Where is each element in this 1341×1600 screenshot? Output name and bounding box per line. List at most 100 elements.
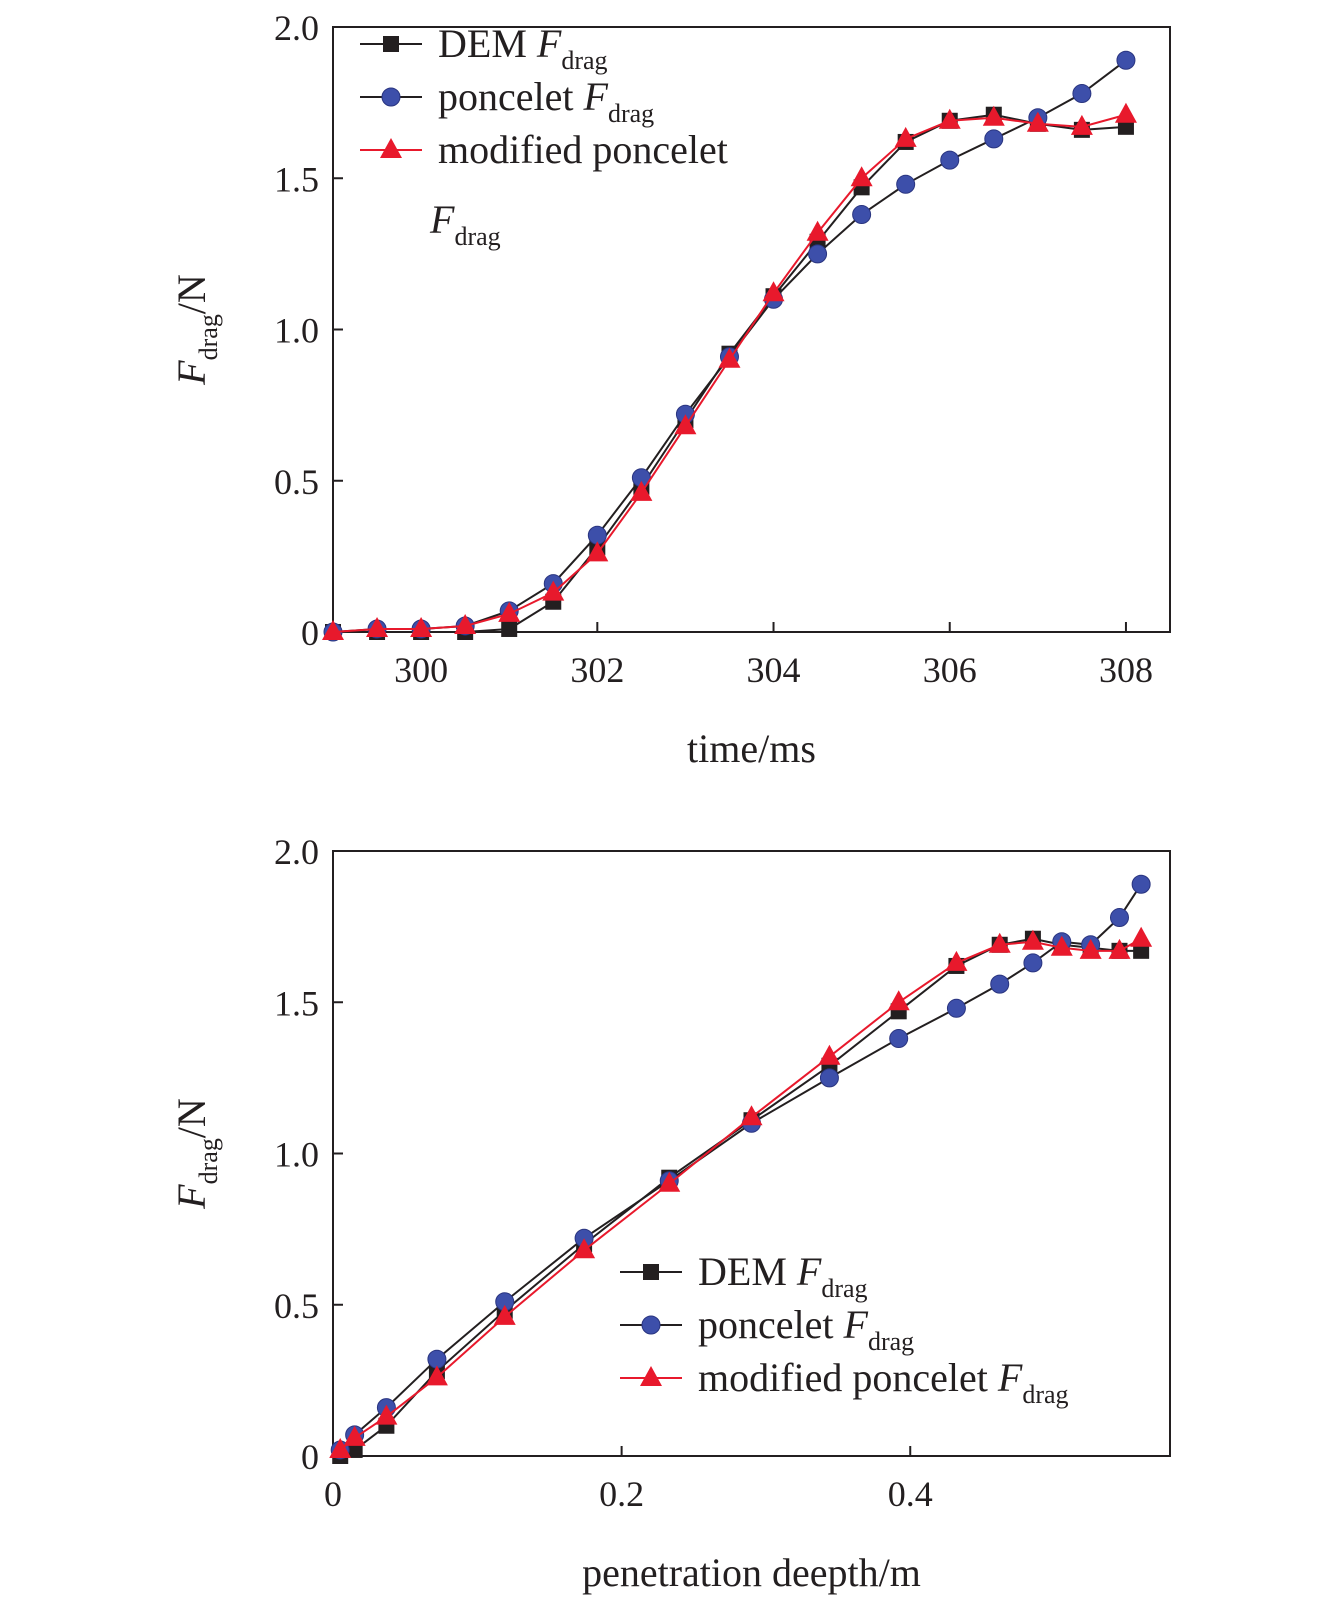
- legend-marker: [641, 1315, 661, 1335]
- legend-label-sub: drag: [868, 1327, 914, 1356]
- data-point: [818, 1044, 841, 1065]
- data-point: [990, 974, 1010, 994]
- data-point: [982, 105, 1005, 126]
- x-tick-label: 306: [923, 650, 977, 690]
- data-point: [425, 1365, 448, 1386]
- chart-panel-2: 0 0.2 0.4 0 0.5 1.0 1.5 2.0 penetration deepth/m…: [169, 832, 1171, 1595]
- data-point: [674, 414, 697, 435]
- legend-label: modified poncelet: [438, 127, 728, 172]
- legend-label: poncelet Fdrag: [438, 74, 654, 128]
- legend-label-main: DEM: [698, 1249, 797, 1294]
- data-point: [740, 1105, 763, 1126]
- data-point: [887, 990, 910, 1011]
- data-point: [1021, 929, 1044, 950]
- data-point: [945, 950, 968, 971]
- series-triangle: [322, 102, 1137, 640]
- data-point: [343, 1425, 366, 1446]
- y-tick-label: 0: [301, 1437, 319, 1477]
- x-tick-label: 302: [570, 650, 624, 690]
- legend-marker: [380, 138, 402, 158]
- data-point: [375, 1404, 398, 1425]
- legend-label-sub: drag: [821, 1274, 867, 1303]
- data-point: [586, 541, 609, 562]
- legend-label-main: DEM: [438, 21, 537, 66]
- data-point: [329, 1437, 352, 1458]
- y-tick-label: 0: [301, 613, 319, 653]
- x-tick-label: 300: [394, 650, 448, 690]
- x-axis-title: penetration deepth/m: [582, 1550, 921, 1595]
- legend-label-main: poncelet: [698, 1302, 844, 1347]
- data-point: [658, 1171, 681, 1192]
- legend-label-italic: F: [536, 21, 562, 66]
- data-point: [1131, 874, 1151, 894]
- data-point: [896, 174, 916, 194]
- data-point: [984, 129, 1004, 149]
- data-point: [819, 1068, 839, 1088]
- data-point: [454, 613, 477, 634]
- y-tick-label: 0.5: [274, 462, 319, 502]
- data-point: [852, 205, 872, 225]
- data-point: [1026, 111, 1049, 132]
- data-point: [850, 166, 873, 187]
- legend-label-italic: F: [843, 1302, 869, 1347]
- legend-label-italic: F: [583, 74, 609, 119]
- x-tick-label: 0.2: [599, 1474, 644, 1514]
- data-point: [1130, 926, 1153, 947]
- y-tick-label: 1.5: [274, 983, 319, 1023]
- legend-label: DEM Fdrag: [698, 1249, 868, 1303]
- data-point: [718, 347, 741, 368]
- data-point: [1072, 84, 1092, 104]
- y-tick-label: 2.0: [274, 832, 319, 872]
- data-point: [322, 620, 344, 640]
- legend-label: poncelet Fdrag: [698, 1302, 914, 1356]
- legend-label-italic: F: [997, 1355, 1023, 1400]
- legend-marker: [383, 36, 399, 52]
- x-tick-label: 304: [747, 650, 801, 690]
- series-line: [333, 113, 1127, 633]
- legend-marker: [381, 87, 401, 107]
- y-tick-label: 1.0: [274, 311, 319, 351]
- y-tick-label: 1.5: [274, 159, 319, 199]
- series-line: [332, 113, 1127, 633]
- series-square: [325, 106, 1134, 640]
- legend-label: DEM Fdrag: [438, 21, 608, 75]
- data-point: [946, 998, 966, 1018]
- y-tick-label: 1.0: [274, 1135, 319, 1175]
- data-point: [498, 601, 521, 622]
- x-tick-label: 308: [1099, 650, 1153, 690]
- legend-label-italic: F: [429, 197, 455, 242]
- data-point: [542, 580, 565, 601]
- data-point: [938, 108, 961, 129]
- data-point: [808, 244, 828, 264]
- data-point: [1117, 118, 1134, 135]
- data-point: [1050, 935, 1073, 956]
- data-point: [630, 480, 653, 501]
- legend-label-main: poncelet: [438, 74, 584, 119]
- y-axis-title-main: F: [169, 1184, 214, 1210]
- y-axis-title: Fdrag/N: [169, 1098, 223, 1210]
- y-axis-title-sub: drag: [194, 314, 223, 360]
- x-tick-label: 0.4: [888, 1474, 933, 1514]
- series-triangle: [329, 926, 1153, 1458]
- legend-marker: [643, 1264, 659, 1280]
- data-point: [573, 1238, 596, 1259]
- data-point: [940, 150, 960, 170]
- data-point: [1070, 114, 1093, 135]
- data-point: [988, 932, 1011, 953]
- y-axis-title: Fdrag/N: [169, 274, 223, 386]
- data-point: [1023, 953, 1043, 973]
- y-axis-title-unit: /N: [169, 1098, 214, 1138]
- legend-label-sub: drag: [608, 99, 654, 128]
- legend-label-sub: drag: [1022, 1380, 1068, 1409]
- y-axis-title-main: F: [169, 360, 214, 386]
- y-axis-title-unit: /N: [169, 274, 214, 314]
- data-point: [346, 1441, 363, 1458]
- data-point: [1133, 942, 1150, 959]
- data-point: [366, 616, 389, 637]
- x-axis-title: time/ms: [687, 726, 816, 771]
- legend-label-main: modified poncelet: [438, 127, 728, 172]
- legend-marker: [640, 1366, 662, 1386]
- data-point: [806, 220, 829, 241]
